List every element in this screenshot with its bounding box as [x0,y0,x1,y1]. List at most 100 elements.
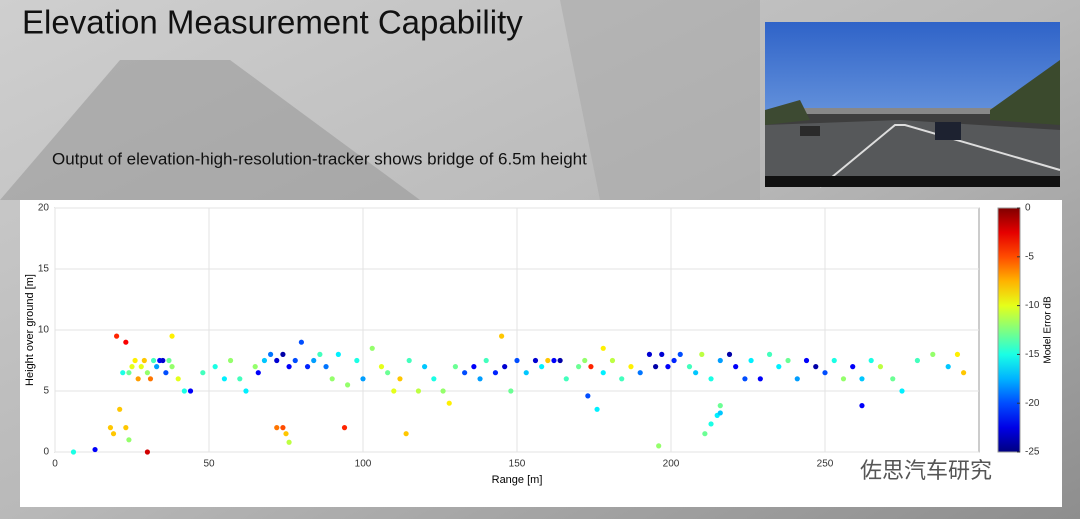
point [748,357,754,364]
point [132,357,138,364]
point [120,370,126,376]
point [175,376,181,382]
point [588,364,594,370]
point [699,351,705,357]
road-photo [0,60,420,200]
point [659,351,665,357]
point [212,364,218,370]
point [609,357,616,364]
x-tick-label: 0 [52,459,58,470]
point [255,370,261,376]
point [693,370,699,376]
point [514,357,520,364]
point [665,364,671,370]
point [406,357,412,364]
point [508,388,514,394]
point [899,388,905,394]
x-tick-label: 250 [817,459,834,470]
point [600,345,606,351]
point [462,370,468,376]
point [150,357,157,364]
colorbar-label: Model Error dB [1043,296,1054,364]
point [117,406,123,412]
y-tick-label: 0 [43,447,49,458]
colorbar-tick-label: -10 [1025,300,1040,311]
point [283,431,289,437]
point [354,357,360,364]
point [803,357,810,364]
point [452,364,458,370]
point [532,357,539,364]
point [274,357,280,364]
chart: 0 50 100 150 200 250 0 5 10 15 20 Range [m] Height o… [24,203,1054,486]
point [154,364,160,370]
point [110,431,117,437]
point [221,376,227,382]
colorbar-tick-label: -5 [1025,251,1034,262]
point [717,357,723,364]
point [785,357,791,364]
point [261,357,268,364]
point [585,393,591,399]
point [126,437,132,443]
point [677,351,683,357]
point [144,370,150,376]
camera-photo [765,22,1061,188]
y-tick-label: 5 [43,386,49,397]
point [850,364,856,370]
point [369,345,375,351]
point [794,376,800,382]
point [147,376,154,382]
point [766,351,773,357]
point [576,364,582,370]
point [70,449,77,455]
y-tick-label: 15 [38,264,50,275]
point [227,357,234,364]
point [317,351,323,357]
point [708,376,714,382]
point [169,333,175,339]
x-axis-label: Range [m] [492,474,543,486]
colorbar-tick-label: -20 [1025,398,1040,409]
point [483,357,489,364]
point [114,333,120,339]
point [582,357,588,364]
watermark: 佐思汽车研究 [860,458,992,483]
point [187,388,194,394]
point [628,364,634,370]
point [890,376,896,382]
point [440,388,446,394]
x-tick-label: 100 [355,459,372,470]
point [961,370,967,376]
point [945,364,951,370]
point [397,376,403,382]
point [954,351,961,357]
point [280,425,286,431]
point [129,364,135,370]
point [431,376,437,382]
point [551,357,557,364]
point [378,364,385,370]
point [726,351,733,357]
point [594,406,600,412]
point [107,425,114,431]
point [415,388,422,394]
point [286,364,292,370]
point [637,370,643,376]
point [304,364,311,370]
point [135,376,141,382]
point [822,370,828,376]
point [563,376,569,382]
colorbar-tick-label: -25 [1025,447,1040,458]
point [123,425,129,431]
point [160,357,166,364]
point [243,388,249,394]
x-tick-label: 50 [203,459,215,470]
point [523,370,529,376]
point [252,364,258,370]
point [733,364,739,370]
point [341,425,348,431]
slide-subtitle: Output of elevation-high-resolution-trac… [52,149,587,168]
point [422,364,428,370]
